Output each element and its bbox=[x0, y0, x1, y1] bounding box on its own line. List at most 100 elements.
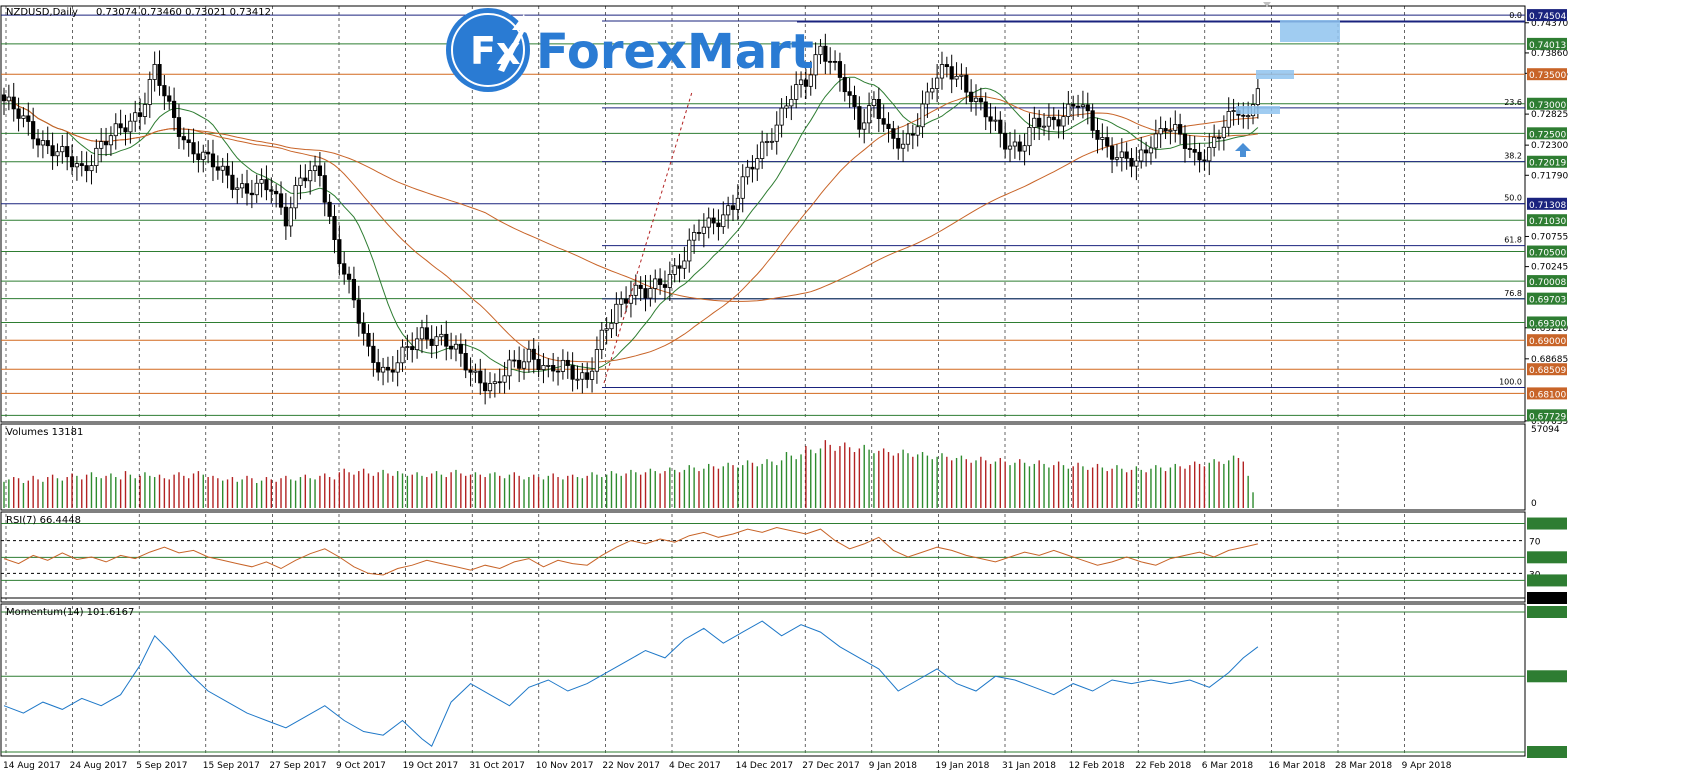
candle-body bbox=[298, 177, 303, 186]
rsi-title: RSI(7) 66.4448 bbox=[6, 515, 81, 526]
candle-body bbox=[186, 139, 191, 144]
candle-body bbox=[133, 112, 138, 122]
candle-body bbox=[512, 359, 517, 362]
candle-body bbox=[278, 193, 284, 208]
y-tick-label: 0.71790 bbox=[1531, 171, 1568, 181]
candle-body bbox=[677, 265, 682, 269]
x-tick-label: 9 Jan 2018 bbox=[869, 761, 917, 771]
level-label: 0.67729 bbox=[1529, 412, 1566, 422]
candle-body bbox=[1197, 151, 1202, 161]
candle-body bbox=[497, 381, 502, 384]
candle-body bbox=[196, 153, 201, 160]
candle-body bbox=[896, 137, 901, 149]
candle-body bbox=[405, 346, 410, 348]
candle-body bbox=[322, 175, 327, 203]
candle-body bbox=[944, 64, 949, 68]
candle-body bbox=[1139, 149, 1144, 162]
candle-body bbox=[235, 187, 240, 190]
candle-body bbox=[191, 142, 196, 155]
candle-body bbox=[264, 179, 269, 191]
candle-body bbox=[1187, 148, 1192, 150]
level-label: 0.74504 bbox=[1529, 12, 1566, 22]
candle-body bbox=[764, 141, 770, 143]
candle-body bbox=[881, 118, 886, 125]
candle-body bbox=[531, 348, 536, 360]
candle-body bbox=[312, 165, 318, 171]
candle-body bbox=[599, 329, 604, 350]
candle-body bbox=[871, 98, 877, 106]
level-label-bg bbox=[1527, 97, 1567, 110]
candle-body bbox=[206, 151, 211, 155]
y-tick-label: 0.69210 bbox=[1531, 324, 1568, 334]
candle-body bbox=[769, 140, 774, 143]
candle-body bbox=[94, 147, 99, 166]
candle-body bbox=[507, 359, 512, 377]
candle-body bbox=[701, 226, 706, 234]
candle-body bbox=[308, 170, 313, 182]
candle-body bbox=[492, 381, 497, 384]
candle-body bbox=[589, 370, 595, 380]
candle-body bbox=[181, 136, 186, 141]
candle-body bbox=[1051, 116, 1056, 121]
candle-body bbox=[808, 74, 813, 87]
fibo-label: 23.6 bbox=[1504, 98, 1522, 107]
candle-body bbox=[876, 98, 881, 119]
y-tick-label: 0.74370 bbox=[1531, 19, 1568, 29]
candle-body bbox=[118, 123, 123, 129]
y-tick-label: 0.68685 bbox=[1531, 355, 1568, 365]
candle-body bbox=[84, 165, 89, 172]
candle-body bbox=[1012, 141, 1017, 147]
candle-body bbox=[789, 98, 794, 107]
candle-body bbox=[1105, 137, 1110, 147]
candle-body bbox=[794, 84, 799, 100]
candle-body bbox=[453, 343, 459, 350]
candle-body bbox=[687, 239, 692, 262]
candle-body bbox=[1109, 145, 1115, 160]
x-tick-label: 27 Sep 2017 bbox=[269, 761, 326, 771]
candle-body bbox=[823, 45, 828, 62]
candle-body bbox=[1153, 133, 1158, 149]
level-label-bg bbox=[1527, 275, 1567, 288]
candle-body bbox=[560, 359, 566, 372]
candle-body bbox=[1114, 157, 1120, 160]
candle-body bbox=[225, 165, 230, 176]
candle-body bbox=[123, 127, 128, 133]
candle-body bbox=[21, 115, 26, 119]
level-label: 0.72019 bbox=[1529, 159, 1566, 169]
candle-body bbox=[1231, 110, 1236, 113]
candle-body bbox=[662, 284, 668, 288]
x-tick-label: 19 Jan 2018 bbox=[935, 761, 989, 771]
candle-body bbox=[983, 101, 988, 118]
candle-body bbox=[721, 214, 726, 228]
candle-body bbox=[852, 94, 857, 107]
candle-body bbox=[502, 375, 507, 383]
candle-body bbox=[633, 284, 638, 296]
level-label: 0.68100 bbox=[1529, 390, 1566, 400]
level-label: 0.73000 bbox=[1529, 101, 1566, 111]
candle-body bbox=[259, 179, 264, 184]
candle-body bbox=[1192, 149, 1197, 153]
candle-body bbox=[1255, 88, 1260, 105]
candle-body bbox=[1037, 117, 1042, 128]
x-tick-label: 6 Mar 2018 bbox=[1202, 761, 1254, 771]
candle-body bbox=[1129, 157, 1134, 167]
candle-body bbox=[847, 91, 852, 96]
candle-body bbox=[410, 346, 415, 351]
candle-body bbox=[468, 369, 473, 373]
candle-body bbox=[1202, 159, 1207, 162]
fibo-label: 100.0 bbox=[1499, 377, 1522, 386]
candle-body bbox=[303, 177, 308, 182]
candle-body bbox=[653, 278, 658, 289]
candle-body bbox=[580, 372, 585, 380]
candle-body bbox=[1212, 136, 1217, 148]
slow-ma-line bbox=[3, 98, 1258, 302]
x-tick-label: 31 Oct 2017 bbox=[469, 761, 525, 771]
candle-body bbox=[643, 288, 648, 299]
level-label-bg bbox=[1527, 363, 1567, 376]
candle-body bbox=[798, 79, 804, 86]
candle-body bbox=[828, 60, 833, 63]
candle-body bbox=[79, 163, 84, 166]
candle-body bbox=[1032, 117, 1037, 128]
candle-body bbox=[730, 205, 736, 210]
candle-body bbox=[167, 95, 172, 102]
